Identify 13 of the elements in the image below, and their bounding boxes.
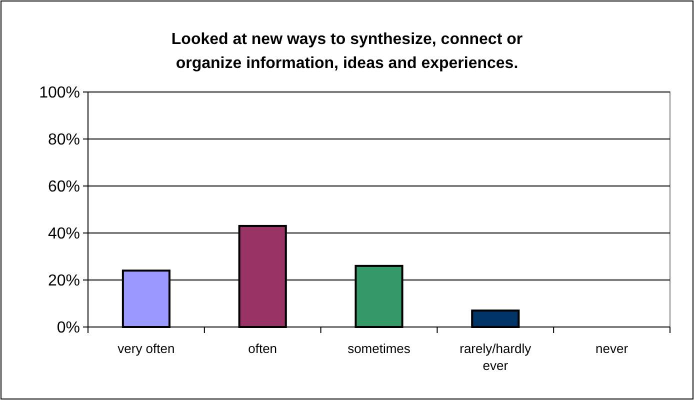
y-tick-label: 60%	[48, 178, 80, 196]
y-tick-label: 80%	[48, 132, 80, 149]
x-tick-label: never	[596, 341, 629, 356]
y-tick-label: 20%	[48, 272, 80, 290]
x-tick-label: often	[248, 341, 278, 356]
y-tick-label: 100%	[39, 84, 80, 102]
y-tick-label: 0%	[56, 320, 80, 337]
y-tick-label: 40%	[48, 226, 80, 243]
x-tick-label: very often	[118, 341, 175, 356]
bar	[471, 310, 520, 328]
chart-title: Looked at new ways to synthesize, connect or organize information, ideas and experiences.	[171, 31, 523, 72]
x-tick-label: sometimes	[348, 341, 411, 356]
x-tick-label: rarely/hardly ever	[460, 341, 532, 373]
